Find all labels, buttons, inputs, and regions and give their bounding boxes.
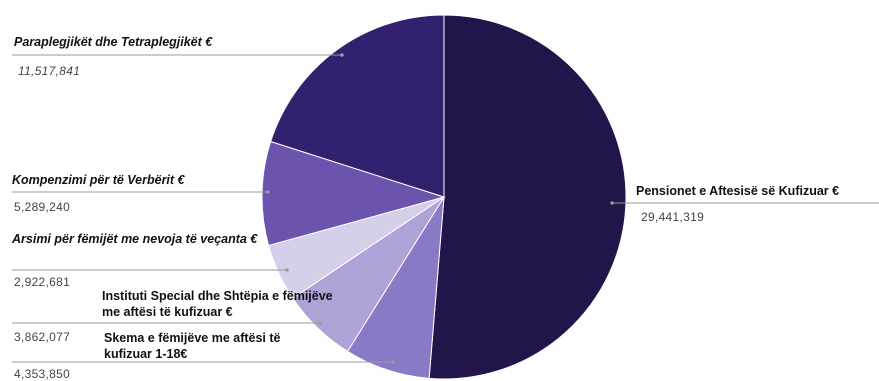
value-pensionet: 29,441,319 xyxy=(641,210,705,224)
slice-kompenzimi xyxy=(261,140,446,247)
value-kompenzimi: 5,289,240 xyxy=(14,200,71,214)
leader-dot-skema xyxy=(391,360,395,364)
label-pensionet: Pensionet e Aftesisë së Kufizuar € xyxy=(636,184,840,198)
label-paraplegjiket: Paraplegjikët dhe Tetraplegjikët € xyxy=(14,35,213,49)
label-arsimi: Arsimi për fëmijët me nevoja të veçanta … xyxy=(12,232,258,246)
slice-paraplegjiket xyxy=(270,14,445,198)
value-instituti: 3,862,077 xyxy=(14,330,71,344)
leader-dot-kompenzimi xyxy=(266,190,270,194)
leader-dot-instituti xyxy=(318,321,322,325)
label-kompenzimi: Kompenzimi për të Verbërit € xyxy=(12,173,185,187)
pie-slices xyxy=(261,14,627,380)
value-arsimi: 2,922,681 xyxy=(14,275,71,289)
slice-pensionet xyxy=(428,14,627,380)
leader-dot-arsimi xyxy=(285,268,289,272)
leader-dot-paraplegjiket xyxy=(340,53,344,57)
label-instituti: Instituti Special dhe Shtëpia e fëmijëve… xyxy=(102,289,333,319)
leader-lines xyxy=(12,53,879,364)
value-paraplegjiket: 11,517,841 xyxy=(18,64,81,78)
label-skema: Skema e fëmijëve me aftësi të kufizuar 1… xyxy=(104,331,281,361)
leader-dot-pensionet xyxy=(610,201,614,205)
value-skema: 4,353,850 xyxy=(14,367,71,381)
